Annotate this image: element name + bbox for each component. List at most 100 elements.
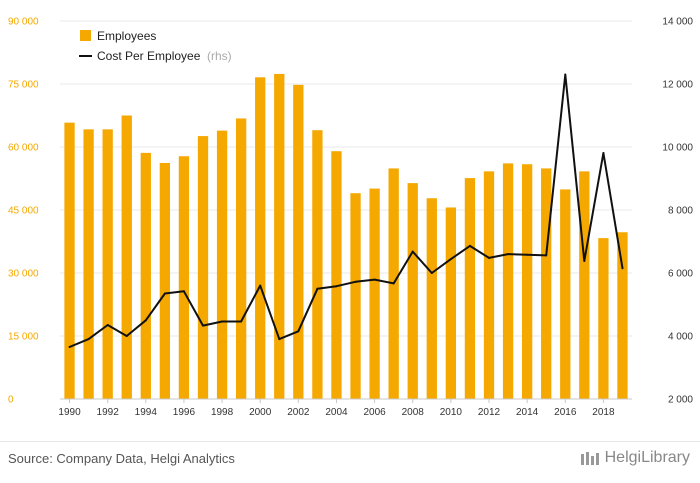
bar-employees: [274, 73, 285, 400]
bar-employees: [178, 156, 190, 399]
bar-employees: [464, 178, 476, 399]
point-cost-per-employee: [259, 284, 262, 287]
point-cost-per-employee: [316, 287, 319, 290]
point-cost-per-employee: [87, 338, 90, 341]
brand-name: HelgiLibrary: [604, 449, 690, 466]
point-cost-per-employee: [335, 285, 338, 288]
bar-employees: [293, 84, 304, 399]
point-cost-per-employee: [449, 258, 452, 261]
x-tick-label: 2012: [478, 407, 501, 418]
point-cost-per-employee: [221, 320, 224, 323]
bar-employees: [216, 130, 228, 399]
bar-employees: [407, 183, 418, 399]
legend-unit-rhs: (rhs): [207, 49, 232, 63]
point-cost-per-employee: [240, 320, 243, 323]
x-tick-label: 2004: [325, 407, 348, 418]
legend-label-employees: Employees: [97, 29, 156, 43]
point-cost-per-employee: [125, 335, 128, 337]
bar-employees: [83, 129, 94, 400]
point-cost-per-employee: [106, 323, 109, 326]
x-tick-label: 2014: [516, 407, 539, 418]
point-cost-per-employee: [373, 278, 376, 281]
x-tick-label: 2010: [440, 407, 463, 418]
point-cost-per-employee: [202, 324, 204, 327]
source-note: Source: Company Data, Helgi Analytics: [8, 451, 235, 466]
x-tick-label: 2016: [554, 407, 577, 418]
brand[interactable]: HelgiLibrary: [580, 449, 690, 467]
x-tick-label: 2008: [402, 407, 425, 418]
line-cost-per-employee: [69, 73, 624, 348]
bar-employees: [483, 171, 495, 399]
y-right-tick-label: 2 000: [668, 395, 693, 406]
point-cost-per-employee: [354, 280, 357, 283]
bar-employees: [255, 77, 266, 399]
y-left-tick-label: 15 000: [8, 332, 39, 343]
footer-divider: [0, 441, 700, 442]
bar-employees: [579, 171, 590, 399]
y-left-tick-label: 90 000: [8, 17, 39, 28]
point-cost-per-employee: [297, 330, 300, 333]
x-tick-label: 1996: [173, 407, 196, 418]
bar-employees: [331, 151, 342, 399]
bar-employees: [312, 130, 323, 399]
bar-employees: [617, 232, 628, 399]
x-tick-label: 2018: [592, 407, 615, 418]
bar-employees: [350, 193, 361, 399]
point-cost-per-employee: [163, 292, 166, 295]
x-tick-label: 1992: [97, 407, 120, 418]
y-right-tick-label: 8 000: [668, 206, 693, 217]
library-logo-icon: [580, 452, 599, 465]
point-cost-per-employee: [621, 267, 624, 270]
point-cost-per-employee: [278, 338, 281, 341]
point-cost-per-employee: [545, 254, 548, 257]
point-cost-per-employee: [564, 73, 567, 76]
bar-employees: [140, 152, 151, 399]
point-cost-per-employee: [182, 290, 185, 293]
bar-employees: [541, 168, 552, 399]
point-cost-per-employee: [68, 346, 71, 349]
y-right-tick-label: 4 000: [668, 332, 693, 343]
bar-employees: [521, 164, 533, 399]
x-tick-label: 2000: [249, 407, 272, 418]
bar-employees: [121, 115, 132, 399]
y-right-tick-label: 10 000: [662, 143, 693, 154]
bar-employees: [598, 238, 609, 399]
point-cost-per-employee: [430, 272, 433, 274]
bar-employees: [369, 188, 380, 399]
bar-employees: [64, 122, 75, 399]
x-tick-label: 1994: [135, 407, 158, 418]
y-left-tick-label: 75 000: [8, 80, 39, 91]
y-right-tick-label: 12 000: [662, 80, 693, 91]
point-cost-per-employee: [468, 244, 471, 247]
legend-swatch-employees: [80, 30, 91, 41]
x-tick-label: 2006: [363, 407, 386, 418]
y-left-tick-label: 30 000: [8, 269, 39, 280]
bar-employees: [445, 207, 457, 399]
y-right-tick-label: 14 000: [662, 17, 693, 28]
point-cost-per-employee: [488, 256, 490, 259]
bar-employees: [502, 163, 514, 399]
bar-employees: [197, 136, 209, 399]
point-cost-per-employee: [583, 260, 586, 263]
legend-label-cost-per-employee: Cost Per Employee: [97, 49, 201, 63]
y-right-tick-label: 6 000: [668, 269, 693, 280]
combo-chart: 0 15 000 30 000 45 000 60 000 75 000 90 000 2 0…: [8, 17, 693, 419]
y-left-tick-label: 0: [8, 395, 14, 406]
bar-employees: [102, 129, 113, 400]
point-cost-per-employee: [602, 151, 605, 154]
point-cost-per-employee: [526, 253, 529, 256]
bar-employees: [159, 162, 171, 399]
y-left-tick-label: 60 000: [8, 143, 39, 154]
point-cost-per-employee: [144, 319, 147, 322]
point-cost-per-employee: [392, 282, 395, 285]
x-tick-label: 1998: [211, 407, 234, 418]
point-cost-per-employee: [507, 253, 510, 256]
bar-employees: [426, 198, 437, 399]
point-cost-per-employee: [411, 250, 414, 253]
bar-employees: [560, 189, 571, 399]
bar-employees: [235, 118, 247, 399]
x-tick-label: 2002: [287, 407, 310, 418]
y-left-tick-label: 45 000: [8, 206, 39, 217]
x-tick-label: 1990: [58, 407, 81, 418]
